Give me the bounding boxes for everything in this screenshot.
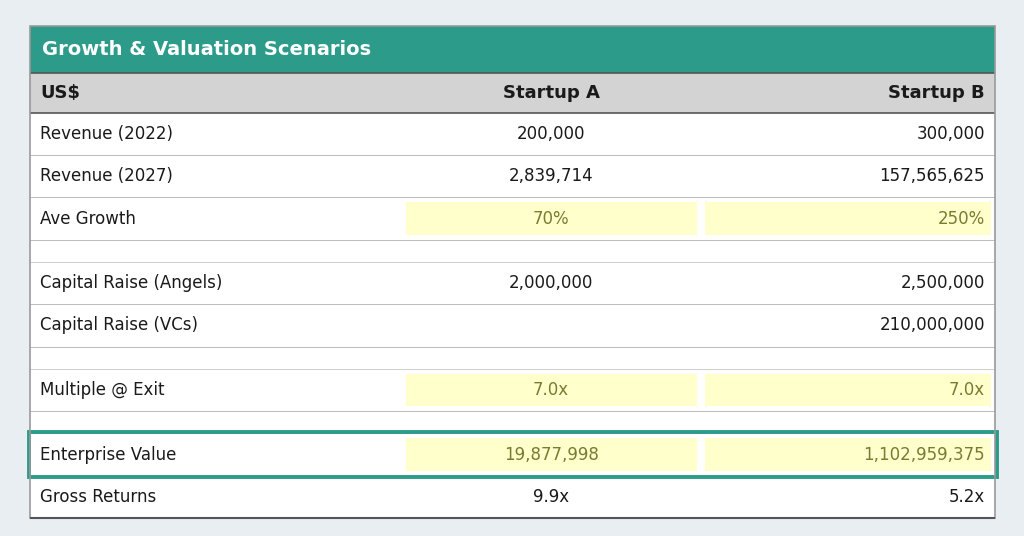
Text: 200,000: 200,000: [517, 125, 586, 143]
Text: 2,000,000: 2,000,000: [509, 274, 593, 292]
Text: 1,102,959,375: 1,102,959,375: [863, 445, 985, 464]
Text: 19,877,998: 19,877,998: [504, 445, 599, 464]
Bar: [30, 73, 995, 113]
Text: 7.0x: 7.0x: [949, 381, 985, 399]
Text: 250%: 250%: [938, 210, 985, 228]
Bar: [705, 374, 991, 406]
Text: Startup A: Startup A: [503, 84, 599, 102]
Text: 70%: 70%: [532, 210, 569, 228]
Bar: [705, 438, 991, 471]
Text: Enterprise Value: Enterprise Value: [40, 445, 176, 464]
Bar: [406, 203, 696, 235]
Bar: [406, 374, 696, 406]
Bar: [705, 203, 991, 235]
Text: Multiple @ Exit: Multiple @ Exit: [40, 381, 165, 399]
Text: Growth & Valuation Scenarios: Growth & Valuation Scenarios: [42, 40, 371, 59]
Text: 2,839,714: 2,839,714: [509, 167, 594, 185]
Text: Revenue (2027): Revenue (2027): [40, 167, 173, 185]
Text: Revenue (2022): Revenue (2022): [40, 125, 173, 143]
Text: 2,500,000: 2,500,000: [901, 274, 985, 292]
Text: 5.2x: 5.2x: [949, 488, 985, 506]
Text: 9.9x: 9.9x: [534, 488, 569, 506]
Text: Startup B: Startup B: [889, 84, 985, 102]
Bar: [30, 26, 995, 73]
Bar: [29, 432, 996, 477]
Text: Ave Growth: Ave Growth: [40, 210, 136, 228]
Text: Capital Raise (Angels): Capital Raise (Angels): [40, 274, 222, 292]
Text: Gross Returns: Gross Returns: [40, 488, 157, 506]
Text: US$: US$: [40, 84, 80, 102]
Text: 7.0x: 7.0x: [534, 381, 569, 399]
Text: 210,000,000: 210,000,000: [880, 316, 985, 334]
Text: 300,000: 300,000: [916, 125, 985, 143]
Bar: [406, 438, 696, 471]
Text: Capital Raise (VCs): Capital Raise (VCs): [40, 316, 198, 334]
Text: 157,565,625: 157,565,625: [880, 167, 985, 185]
